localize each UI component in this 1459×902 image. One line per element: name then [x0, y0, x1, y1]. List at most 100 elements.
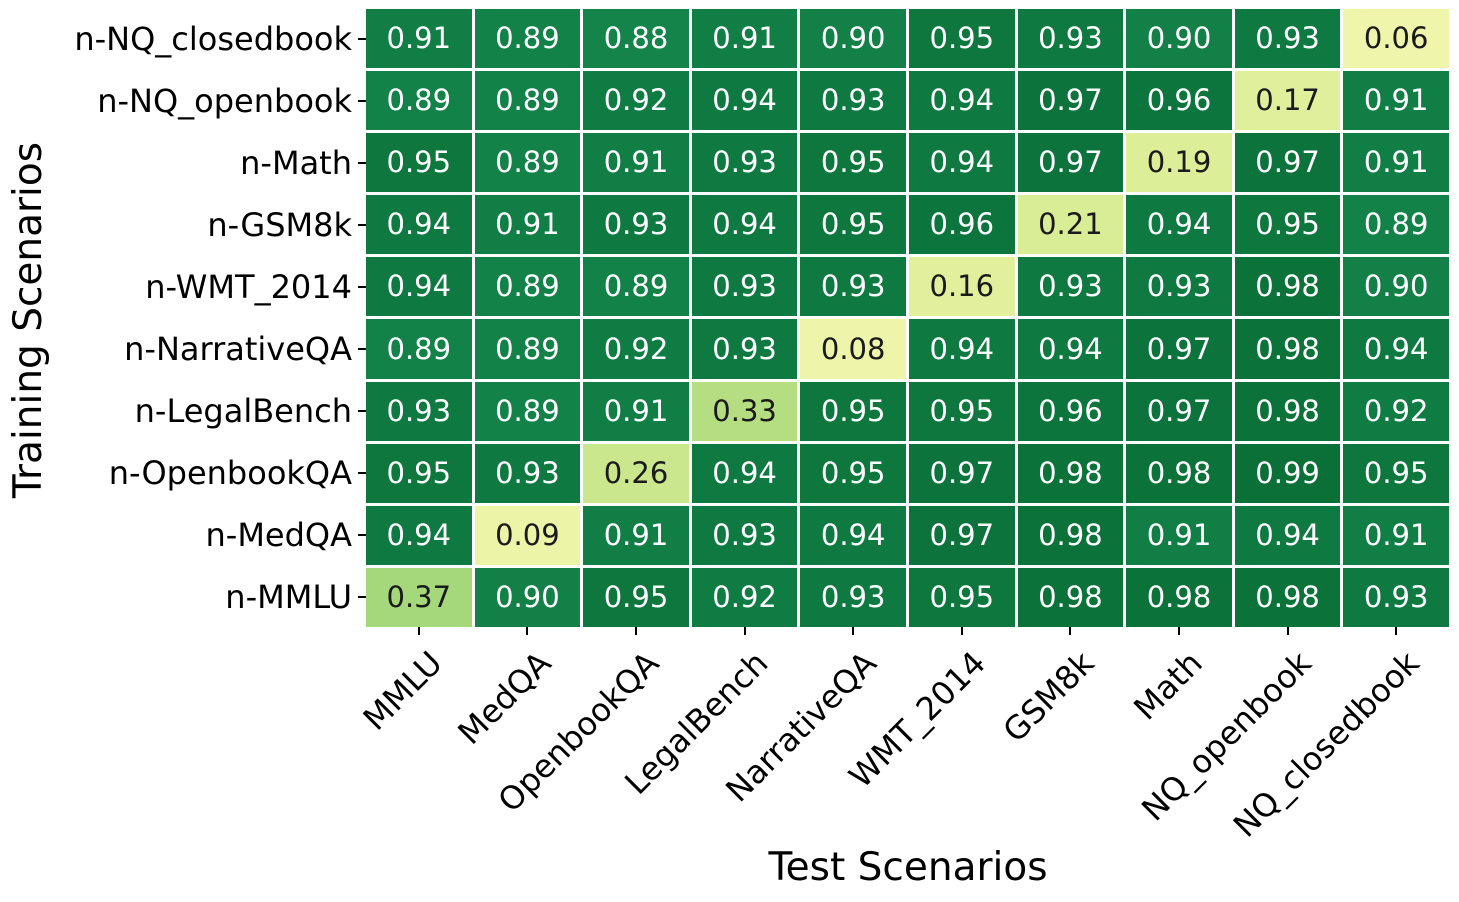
y-tick-label: n-Math [240, 143, 352, 182]
heatmap-cell: 0.37 [366, 567, 472, 627]
heatmap-cell: 0.95 [1234, 195, 1341, 255]
heatmap-cell: 0.96 [1017, 381, 1124, 441]
heatmap-cell: 0.91 [1126, 505, 1232, 565]
heatmap-cell: 0.91 [1343, 133, 1449, 193]
heatmap-cell: 0.98 [1017, 567, 1124, 627]
heatmap-cell: 0.95 [366, 443, 472, 503]
heatmap-cell: 0.93 [366, 381, 472, 441]
heatmap-cell: 0.91 [583, 381, 689, 441]
heatmap-cell: 0.92 [583, 71, 689, 131]
x-axis-tick [635, 627, 637, 635]
heatmap-cell: 0.89 [474, 257, 581, 317]
y-axis-tick [358, 37, 366, 40]
x-axis-tick [852, 627, 855, 635]
heatmap-cell: 0.94 [691, 71, 798, 131]
y-axis-tick [358, 99, 366, 102]
x-tick-label: MMLU [355, 643, 450, 738]
heatmap-cell: 0.94 [366, 505, 472, 565]
y-axis-tick [358, 161, 366, 164]
heatmap-cell: 0.93 [691, 133, 798, 193]
x-axis-tick [526, 627, 529, 635]
heatmap-cell: 0.98 [1126, 443, 1232, 503]
heatmap-cell: 0.21 [1017, 195, 1124, 255]
heatmap-cell: 0.98 [1234, 257, 1341, 317]
heatmap-cell: 0.94 [366, 257, 472, 317]
heatmap-cell: 0.93 [800, 71, 906, 131]
y-axis-tick [358, 472, 366, 475]
heatmap-cell: 0.93 [691, 505, 798, 565]
heatmap-cell: 0.92 [583, 319, 689, 379]
x-tick-label: GSM8k [995, 643, 1102, 750]
heatmap-cell: 0.98 [1126, 567, 1232, 627]
heatmap-cell: 0.91 [474, 195, 581, 255]
heatmap-cell: 0.97 [1017, 133, 1124, 193]
heatmap-cell: 0.94 [908, 71, 1015, 131]
heatmap-cell: 0.97 [1126, 319, 1232, 379]
heatmap-cell: 0.95 [800, 133, 906, 193]
x-axis-tick [1395, 627, 1398, 635]
y-tick-label: n-WMT_2014 [145, 267, 352, 306]
heatmap-cell: 0.90 [1343, 257, 1449, 317]
y-tick-label: n-NQ_closedbook [74, 19, 352, 58]
heatmap-cell: 0.97 [908, 443, 1015, 503]
heatmap-cell: 0.16 [908, 257, 1015, 317]
x-axis-tick [743, 627, 746, 635]
heatmap-cell: 0.95 [800, 381, 906, 441]
heatmap-cell: 0.91 [583, 133, 689, 193]
heatmap-cell: 0.89 [474, 133, 581, 193]
heatmap-cell: 0.94 [691, 195, 798, 255]
heatmap-cell: 0.91 [691, 9, 798, 69]
y-axis-tick [358, 596, 366, 599]
heatmap-cell: 0.96 [1126, 71, 1232, 131]
heatmap-cell: 0.98 [1017, 505, 1124, 565]
heatmap-cell: 0.99 [1234, 443, 1341, 503]
heatmap-cell: 0.93 [691, 319, 798, 379]
heatmap-cell: 0.08 [800, 319, 906, 379]
heatmap-cell: 0.98 [1234, 319, 1341, 379]
heatmap-cell: 0.98 [1234, 381, 1341, 441]
heatmap-cell: 0.95 [366, 133, 472, 193]
y-axis-title: Training Scenarios [6, 141, 51, 499]
heatmap-cell: 0.89 [1343, 195, 1449, 255]
y-axis-tick [358, 410, 366, 413]
heatmap-cell: 0.94 [1343, 319, 1449, 379]
y-tick-label: n-LegalBench [134, 392, 352, 431]
x-axis-tick [417, 627, 420, 635]
heatmap-cell: 0.94 [908, 133, 1015, 193]
heatmap-cell: 0.93 [1017, 9, 1124, 69]
heatmap-cell: 0.94 [691, 443, 798, 503]
heatmap-cell: 0.97 [1234, 133, 1341, 193]
heatmap-cell: 0.94 [800, 505, 906, 565]
heatmap-cell: 0.95 [908, 381, 1015, 441]
heatmap-cell: 0.93 [474, 443, 581, 503]
y-axis-tick [358, 223, 366, 226]
heatmap-cell: 0.89 [474, 319, 581, 379]
y-tick-label: n-OpenbookQA [108, 454, 352, 493]
heatmap-cell: 0.95 [583, 567, 689, 627]
heatmap-cell: 0.94 [1017, 319, 1124, 379]
heatmap-cell: 0.97 [908, 505, 1015, 565]
y-axis-tick [358, 348, 366, 351]
x-tick-label: MedQA [450, 643, 559, 752]
heatmap-cell: 0.94 [366, 195, 472, 255]
heatmap-cell: 0.93 [800, 567, 906, 627]
heatmap-cell: 0.89 [474, 381, 581, 441]
heatmap-cell: 0.94 [1126, 195, 1232, 255]
heatmap-cell: 0.94 [908, 319, 1015, 379]
heatmap-cell: 0.89 [474, 71, 581, 131]
y-tick-label: n-MedQA [205, 516, 352, 555]
x-axis-title: Test Scenarios [768, 845, 1048, 890]
heatmap-cell: 0.96 [908, 195, 1015, 255]
heatmap-cell: 0.89 [474, 9, 581, 69]
heatmap-cell: 0.88 [583, 9, 689, 69]
heatmap-cell: 0.95 [800, 443, 906, 503]
y-axis-tick [358, 285, 366, 288]
heatmap-cell: 0.93 [800, 257, 906, 317]
heatmap-cell: 0.95 [908, 567, 1015, 627]
heatmap-cell: 0.94 [1234, 505, 1341, 565]
heatmap-cell: 0.91 [1343, 71, 1449, 131]
y-tick-label: n-NarrativeQA [124, 330, 352, 369]
heatmap-cell: 0.90 [474, 567, 581, 627]
x-axis-tick [960, 627, 963, 635]
